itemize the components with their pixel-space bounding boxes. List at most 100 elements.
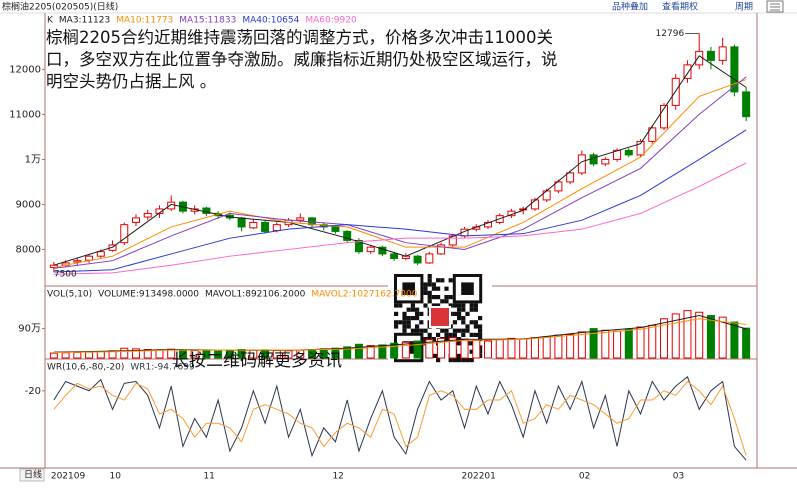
qr-cell [461,307,466,312]
candle-body [237,217,246,228]
qr-cell [431,303,436,308]
candle-body [624,149,633,156]
volume-bar [507,337,516,359]
candle-body [85,255,94,261]
legend-entry: K [47,16,54,26]
candle-body [636,140,645,156]
qr-cell [402,320,407,325]
candle-body [413,255,422,264]
volume-bar [155,349,164,359]
qr-cell [427,282,432,287]
qr-cell [406,316,411,321]
indicator-line [53,380,747,456]
candle-body [530,199,539,210]
legend-entry: MA3:11123 [59,16,110,26]
y-tick-label: -20 [25,386,41,397]
qr-cell [469,349,474,354]
qr-finder [452,274,483,304]
link[interactable]: 品种叠加 [612,1,648,13]
qr-cell [402,311,407,316]
qr-cell [461,332,466,337]
candle-body [167,201,176,210]
y-tick-label: 9000 [16,199,41,210]
qr-cell [431,282,436,287]
volume-bar [378,344,387,359]
candle-body [296,217,305,221]
qr-cell [473,332,478,337]
y-tick-label: 8000 [16,244,41,255]
qr-cell [452,358,457,363]
qr-caption: 长按二维码解更多资讯 [172,351,342,371]
candle-body [425,253,434,264]
link[interactable]: 周期 [735,2,753,13]
qr-cell [465,311,470,316]
link[interactable]: 查看期权 [662,1,698,13]
qr-cell [452,311,457,316]
qr-cell [465,324,470,329]
volume-bar [660,318,668,359]
qr-cell [423,337,428,342]
volume-bar [472,339,481,359]
qr-cell [478,332,483,337]
qr-cell [457,337,462,342]
volume-bar [495,339,504,359]
qr-cell [448,278,453,283]
qr-cell [410,303,415,308]
legend-entry: WR1:-94.7699 [130,363,195,373]
period-box [19,468,45,482]
indicator-line [53,79,747,268]
qr-cell [398,320,403,325]
x-tick-label: 11 [203,472,214,482]
qr-finder-core [461,282,474,295]
candle-body [132,217,140,223]
qr-cell [436,332,441,337]
qr-cell [461,358,466,363]
qr-finder-core [402,282,415,295]
volume-bar [61,352,70,359]
qr-cell [473,320,478,325]
qr-cell [406,320,411,325]
volume-bar [143,349,152,359]
indicator-line [53,76,747,269]
volume-bar [49,352,58,359]
candle-body [120,224,129,244]
qr-cell [469,307,474,312]
chart-header-title: 棕榈油2205(020505)(日线) [2,1,118,13]
qr-cell [440,328,445,333]
volume-bar [413,340,422,359]
candle-body [577,154,586,174]
volume-bar [718,316,727,359]
qr-cell [419,311,424,316]
candle-body [354,239,363,253]
volume-bar [589,328,598,359]
qr-cell [465,358,470,363]
volume-bar [366,345,375,359]
candle-body [554,181,563,192]
volume-bar [624,328,633,359]
qr-cell [478,324,483,329]
qr-cell [402,324,407,329]
qr-cell [415,307,420,312]
legend-entry: WR(10,6,-80,-20) [47,363,124,373]
volume-bar [742,327,751,359]
candle-body [706,50,715,61]
candle-body [272,224,281,232]
candle-body [331,226,340,232]
qr-cell [457,353,462,358]
qr-cell [444,332,449,337]
qr-cell [457,311,462,316]
volume-bar [706,315,715,359]
qr-cell [427,337,432,342]
qr-cell [406,307,411,312]
qr-cell [469,341,474,346]
volume-bar [683,310,692,359]
volume-bar [354,343,363,359]
volume-bar [73,351,82,359]
qr-cell [457,316,462,321]
qr-cell [469,303,474,308]
volume-bar [601,329,610,359]
candle-body [566,172,575,183]
candle-body [660,104,668,129]
